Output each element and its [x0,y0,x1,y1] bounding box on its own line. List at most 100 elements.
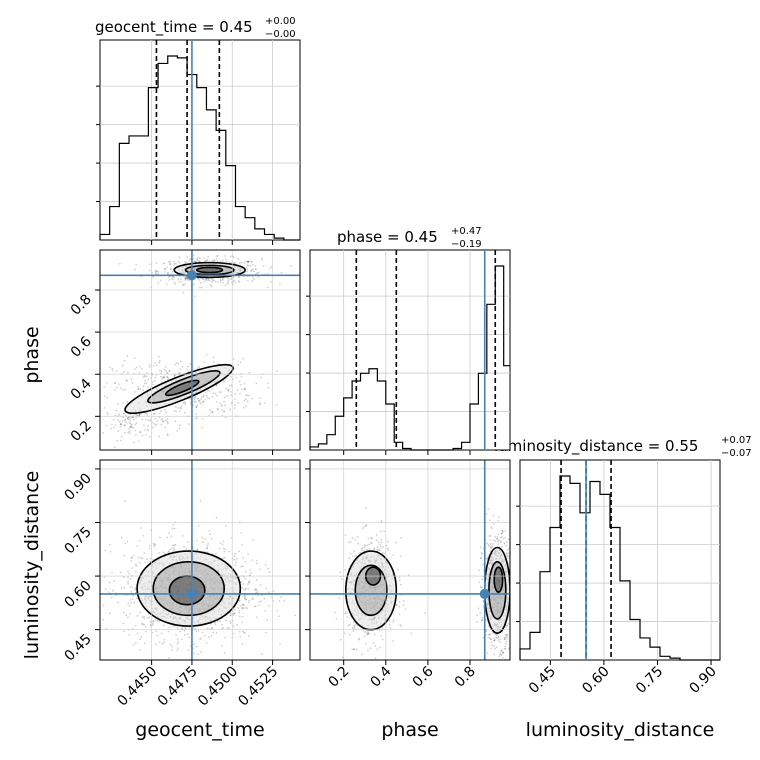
sample-point [203,635,206,638]
sample-point [180,407,182,410]
sample-point [173,374,176,377]
sample-point [226,277,229,280]
sample-point [213,622,216,624]
sample-point [198,286,201,289]
sample-point [184,401,187,404]
sample-point [290,265,293,267]
sample-point [256,591,259,593]
sample-point [163,376,165,379]
sample-point [238,275,241,278]
sample-point [247,601,250,604]
sample-point [183,629,186,632]
sample-point [129,422,132,425]
sample-point [195,260,197,263]
sample-point [166,266,168,269]
sample-point [168,276,170,279]
sample-point [254,605,257,608]
sample-point [367,632,369,635]
sample-point [166,536,169,539]
sample-point [476,614,478,617]
sample-point [219,260,222,263]
x-tick-label-luminosity_distance: 0.90 [687,664,720,697]
sample-point [349,552,352,555]
sample-point [244,398,247,401]
sample-point [365,548,368,551]
sample-point [365,524,367,527]
sample-point [118,420,121,423]
sample-point [167,551,170,554]
sample-point [392,640,394,643]
sample-point [239,393,241,395]
sample-point [185,277,188,279]
sample-point [227,389,230,392]
sample-point [195,417,198,420]
sample-point [135,422,138,424]
sample-point [204,538,207,540]
sample-point [171,527,174,530]
sample-point [481,578,484,581]
sample-point [123,586,126,589]
sample-point [148,269,151,272]
sample-point [163,638,166,641]
sample-point [372,642,375,644]
sample-point [178,261,181,264]
sample-point [178,427,181,430]
sample-point [407,574,410,577]
sample-point [161,632,163,635]
sample-point [361,546,364,549]
sample-point [369,647,372,650]
sample-point [193,401,196,404]
sample-point [182,401,185,404]
sample-point [179,406,182,409]
sample-point [214,552,217,555]
sample-point [206,544,209,547]
sample-point [170,535,173,538]
sample-point [491,545,494,548]
sample-point [135,597,138,600]
sample-point [400,625,403,628]
sample-point [243,399,246,402]
sample-point [497,635,500,638]
sample-point [129,598,132,601]
sample-point [507,622,510,625]
sample-point [236,623,239,626]
sample-point [280,596,282,599]
sample-point [126,417,129,420]
sample-point [227,388,230,390]
sample-point [205,259,208,262]
sample-point [349,633,351,636]
sample-point [197,400,200,402]
x-tick-label-geocent_time: 0.4450 [114,664,160,710]
sample-point [114,381,116,384]
sample-point [153,545,156,548]
sample-point [237,279,240,282]
sample-point [143,615,145,618]
sample-point [184,277,187,280]
sample-point [147,386,149,388]
sample-point [479,546,482,549]
sample-point [143,424,145,427]
sample-point [134,563,137,566]
sample-point [346,612,349,615]
sample-point [249,264,252,267]
sample-point [264,609,267,612]
sample-point [241,642,244,645]
sample-point [166,375,168,378]
sample-point [489,538,492,541]
sample-point [123,424,126,427]
sample-point [138,365,141,368]
sample-point [117,601,119,604]
sample-point [170,277,173,280]
sample-point [247,264,250,267]
sample-point [127,416,130,419]
sample-point [386,547,389,550]
sample-point [500,532,503,535]
sample-point [496,536,499,538]
sample-point [232,276,235,279]
sample-point [398,576,401,579]
sample-point [155,423,158,426]
sample-point [229,394,232,397]
sample-point [154,665,156,667]
sample-point [227,389,230,392]
sample-point [159,279,162,282]
